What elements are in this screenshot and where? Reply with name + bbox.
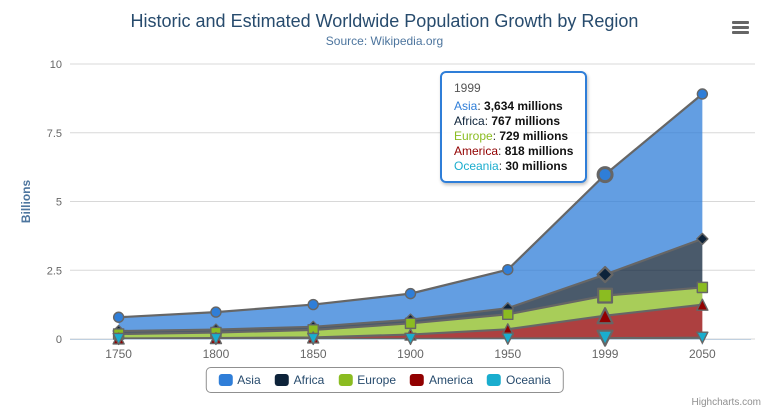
data-point-oceania-1900[interactable]	[404, 332, 417, 346]
data-point-asia-1950[interactable]	[502, 263, 514, 276]
data-point-europe-2050[interactable]	[696, 281, 709, 294]
area-series-africa	[118, 238, 703, 334]
hamburger-menu-icon	[732, 21, 749, 24]
legend-item-europe[interactable]: Europe	[338, 373, 396, 387]
y-axis-label: 0	[56, 334, 62, 346]
legend-label: America	[429, 373, 474, 387]
legend-label: Europe	[357, 373, 397, 387]
tooltip-row: America: 818 millions	[454, 144, 574, 158]
legend-swatch-icon	[338, 374, 353, 386]
data-point-asia-2050[interactable]	[696, 88, 709, 100]
legend-swatch-icon	[487, 374, 502, 386]
tooltip-series-value: 729 millions	[499, 129, 569, 143]
data-point-europe-1999[interactable]	[597, 287, 614, 304]
y-axis-title: Billions	[19, 180, 33, 224]
export-context-menu-button[interactable]	[732, 21, 749, 34]
tooltip-row: Africa: 767 millions	[454, 114, 561, 128]
legend: Asia Africa Europe America Oceania	[205, 367, 564, 393]
legend-label: Africa	[293, 373, 325, 387]
data-point-oceania-2050[interactable]	[696, 331, 709, 344]
chart-title: Historic and Estimated Worldwide Populat…	[130, 11, 639, 31]
legend-item-asia[interactable]: Asia	[218, 373, 261, 387]
data-point-europe-1950[interactable]	[502, 308, 514, 321]
legend-swatch-icon	[274, 374, 289, 386]
tooltip-row: Europe: 729 millions	[454, 129, 569, 143]
data-point-asia-1850[interactable]	[307, 298, 319, 311]
tooltip-series-name: Europe	[454, 129, 493, 143]
legend-swatch-icon	[218, 374, 233, 386]
legend-item-africa[interactable]: Africa	[274, 373, 325, 387]
area-series-america	[118, 304, 703, 339]
data-point-asia-1750[interactable]	[112, 311, 125, 323]
data-point-america-1999[interactable]	[596, 307, 614, 325]
y-axis-label: 2.5	[47, 265, 62, 277]
x-axis-label: 1950	[494, 347, 521, 361]
tooltip-row: Oceania: 30 millions	[454, 159, 568, 173]
y-axis-label: 5	[56, 197, 62, 209]
data-point-africa-2050[interactable]	[696, 232, 709, 246]
area-series-asia	[118, 94, 703, 332]
credits-link[interactable]: Highcharts.com	[691, 397, 761, 408]
data-point-oceania-1850[interactable]	[307, 332, 320, 346]
data-point-oceania-1999[interactable]	[596, 329, 614, 347]
data-point-oceania-1750[interactable]	[112, 332, 125, 346]
legend-item-oceania[interactable]: Oceania	[487, 373, 551, 387]
tooltip-series-name: Africa	[454, 114, 485, 128]
x-axis-label: 1900	[397, 347, 424, 361]
legend-swatch-icon	[410, 374, 425, 386]
tooltip-series-value: 30 millions	[505, 159, 568, 173]
tooltip-series-name: America	[454, 144, 499, 158]
tooltip-series-name: Oceania	[454, 159, 499, 173]
data-point-america-2050[interactable]	[696, 298, 709, 311]
data-point-europe-1900[interactable]	[404, 317, 417, 330]
tooltip-header: 1999	[454, 81, 481, 95]
x-axis-label: 1999	[592, 347, 619, 361]
legend-label: Oceania	[506, 373, 551, 387]
x-axis-label: 1850	[300, 347, 327, 361]
tooltip-series-value: 767 millions	[491, 114, 561, 128]
data-point-oceania-1950[interactable]	[501, 332, 514, 345]
data-point-oceania-1800[interactable]	[209, 332, 223, 346]
tooltip-row: Asia: 3,634 millions	[454, 99, 563, 113]
tooltip-series-name: Asia	[454, 99, 478, 113]
x-axis-label: 2050	[689, 347, 716, 361]
chart-subtitle: Source: Wikipedia.org	[325, 34, 444, 48]
tooltip-series-value: 3,634 millions	[484, 99, 563, 113]
data-point-asia-1800[interactable]	[210, 306, 222, 318]
tooltip-rows: Asia: 3,634 millions Africa: 767 millions…	[454, 99, 573, 174]
data-point-asia-1999[interactable]	[596, 166, 614, 184]
data-point-asia-1900[interactable]	[404, 287, 417, 300]
x-axis-label: 1750	[105, 347, 132, 361]
y-axis-label: 7.5	[47, 128, 62, 140]
x-axis-label: 1800	[203, 347, 230, 361]
legend-label: Asia	[237, 373, 261, 387]
legend-item-america[interactable]: America	[410, 373, 473, 387]
tooltip-series-value: 818 millions	[504, 144, 574, 158]
tooltip: 1999 Asia: 3,634 millions Africa: 767 mil…	[440, 71, 588, 183]
data-point-africa-1999[interactable]	[596, 265, 614, 284]
y-axis-label: 10	[50, 59, 62, 71]
